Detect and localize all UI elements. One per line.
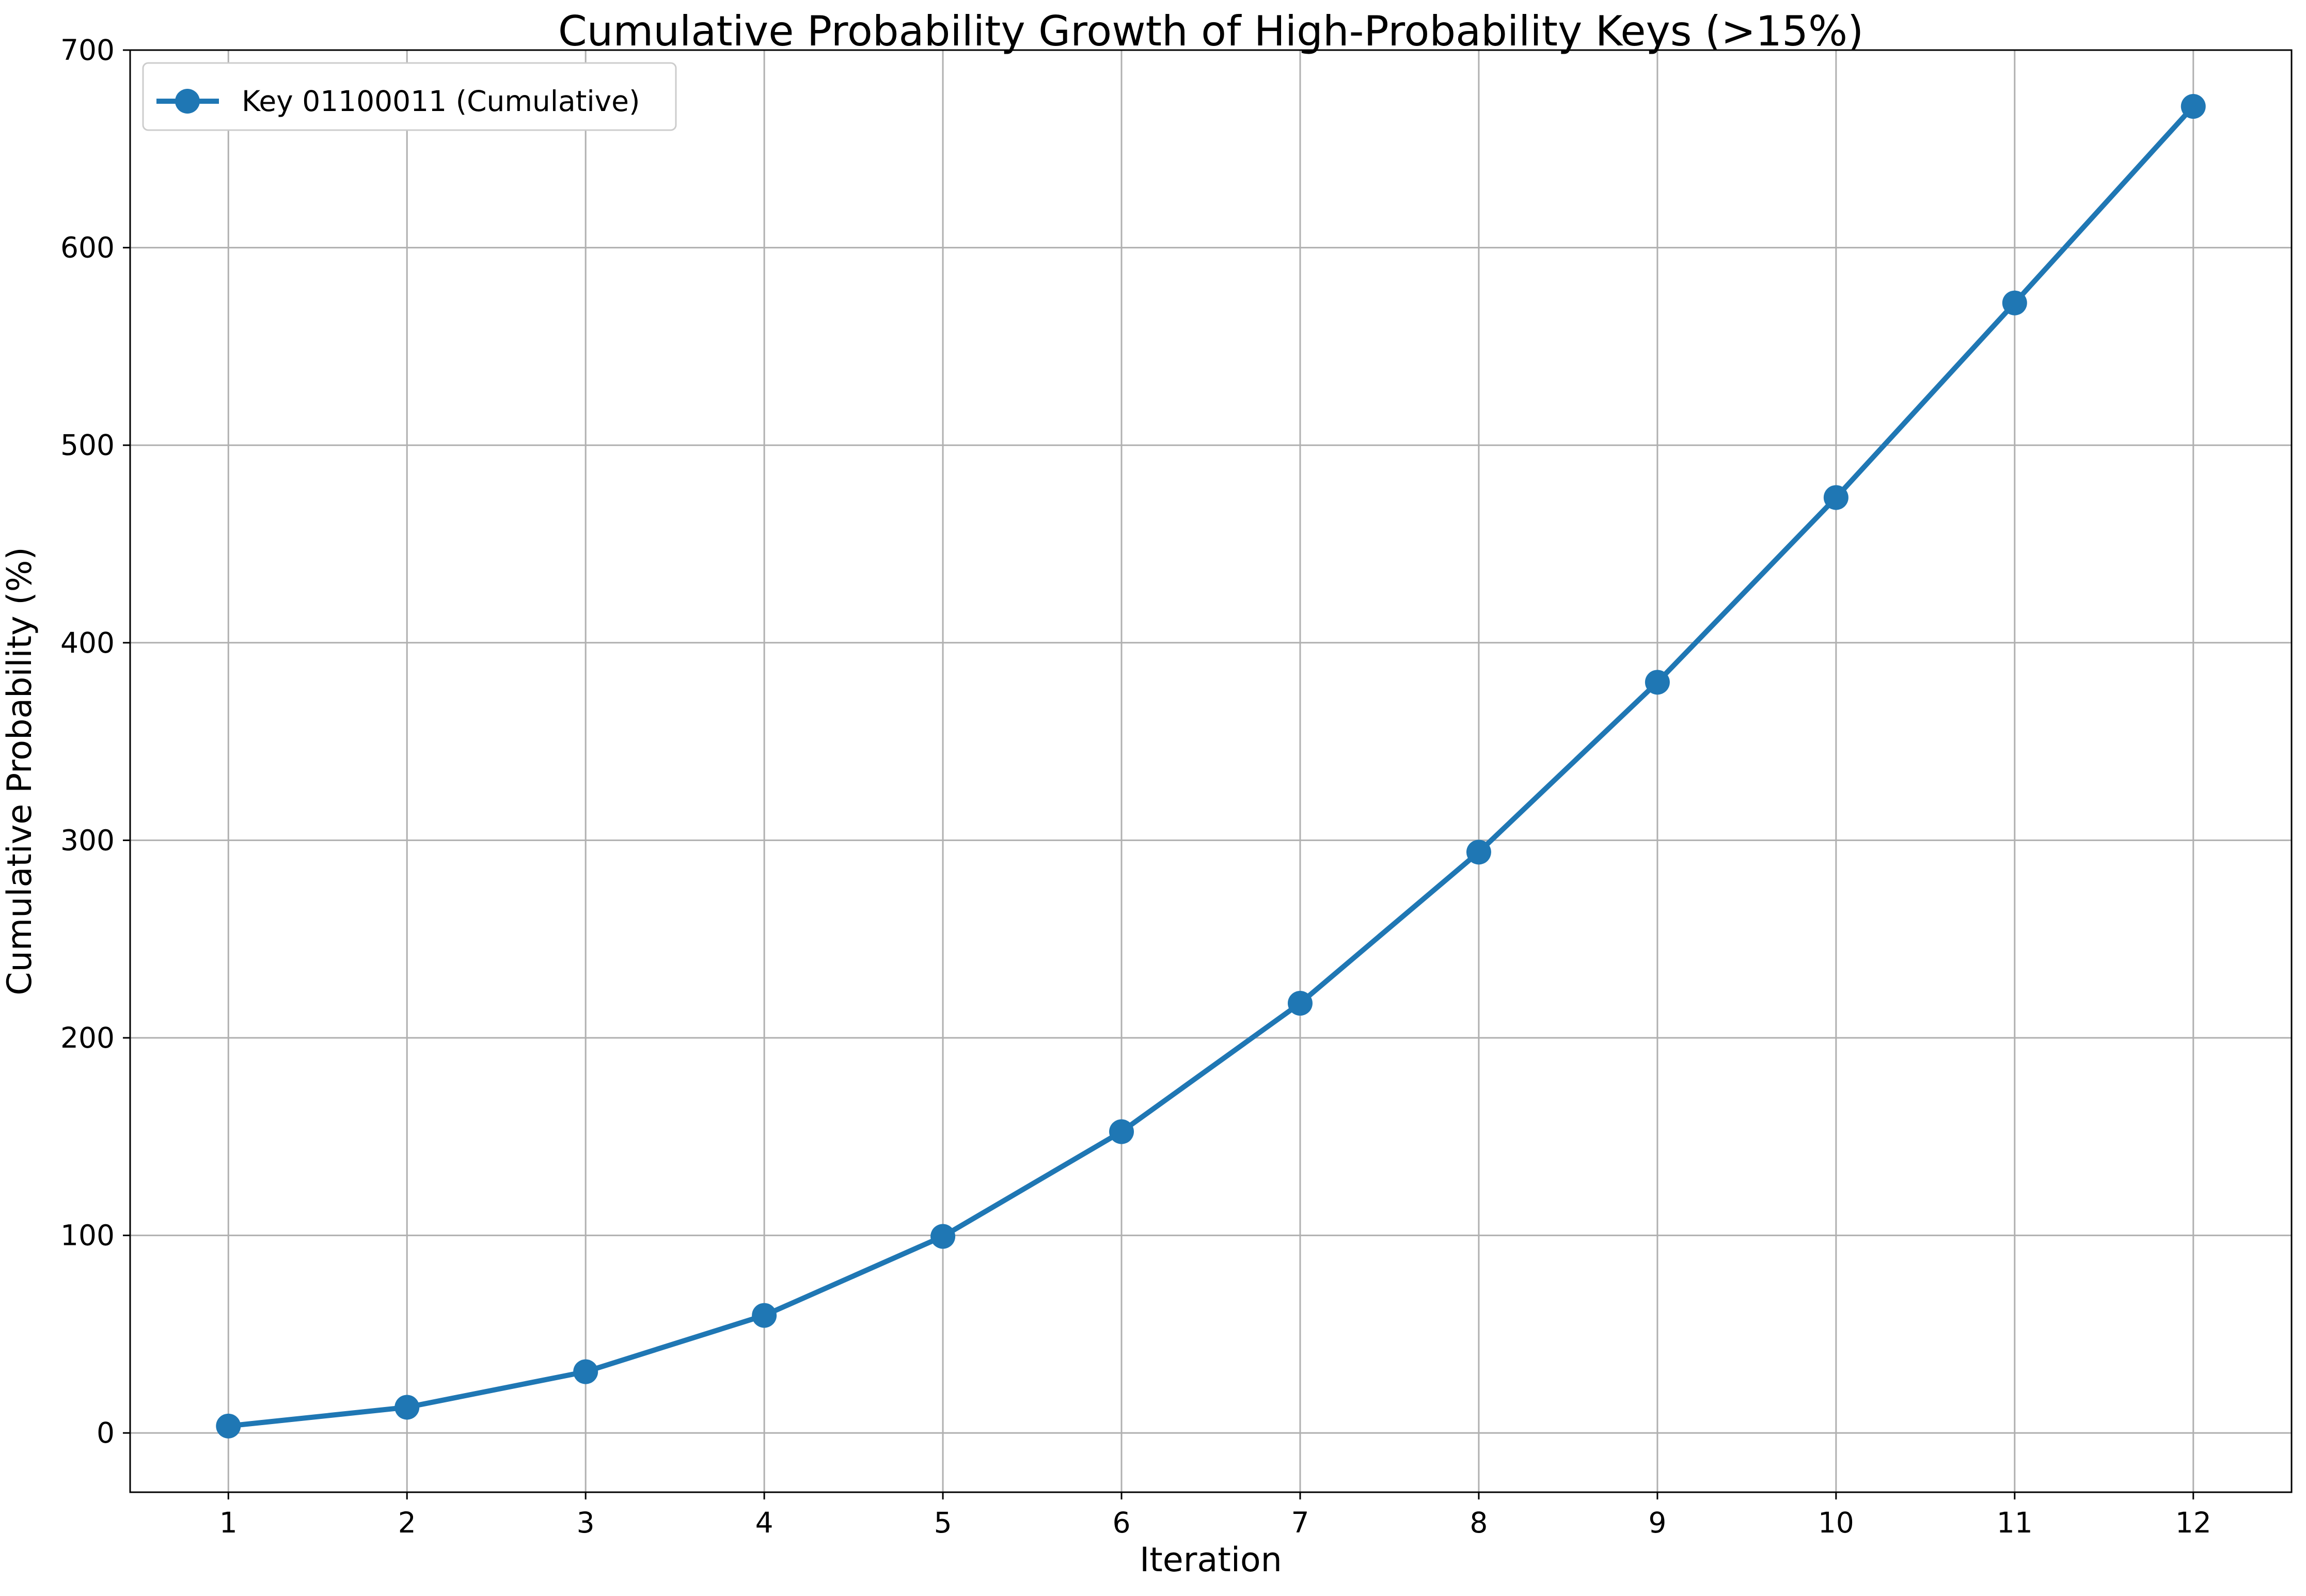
x-tick-label: 2 xyxy=(398,1506,416,1539)
legend: Key 01100011 (Cumulative) xyxy=(142,62,677,131)
data-point xyxy=(573,1359,598,1384)
y-tick-label: 700 xyxy=(60,34,115,67)
x-tick-label: 7 xyxy=(1291,1506,1309,1539)
x-tick-label: 12 xyxy=(2175,1506,2212,1539)
chart-title: Cumulative Probability Growth of High-Pr… xyxy=(558,7,1863,55)
y-tick-label: 100 xyxy=(60,1219,115,1252)
y-tick-label: 200 xyxy=(60,1021,115,1054)
data-point xyxy=(2002,290,2027,315)
x-tick-label: 8 xyxy=(1470,1506,1488,1539)
y-tick-label: 500 xyxy=(60,429,115,462)
series-line xyxy=(226,104,2196,1429)
x-axis-label: Iteration xyxy=(1140,1541,1282,1579)
x-tick-label: 9 xyxy=(1648,1506,1666,1539)
y-tick-label: 600 xyxy=(60,231,115,264)
y-axis-label: Cumulative Probability (%) xyxy=(1,547,39,995)
series-layer xyxy=(216,94,2206,1439)
plot-frame xyxy=(129,49,2293,1493)
data-point xyxy=(2181,94,2206,119)
data-point xyxy=(1287,991,1313,1016)
y-tick-label: 300 xyxy=(60,824,115,857)
legend-box xyxy=(142,62,677,131)
x-tick-label: 11 xyxy=(1997,1506,2033,1539)
grid xyxy=(130,49,2292,1492)
data-point xyxy=(752,1303,777,1328)
x-tick-label: 3 xyxy=(577,1506,595,1539)
x-tick-label: 1 xyxy=(219,1506,238,1539)
x-tick-label: 6 xyxy=(1113,1506,1131,1539)
y-tick-label: 400 xyxy=(60,626,115,659)
legend-entry-label: Key 01100011 (Cumulative) xyxy=(242,85,640,118)
data-point xyxy=(216,1413,241,1439)
x-tick-label: 5 xyxy=(934,1506,952,1539)
x-tick-label: 10 xyxy=(1818,1506,1854,1539)
data-point xyxy=(1466,840,1491,865)
y-tick-label: 0 xyxy=(97,1416,115,1449)
legend-marker-swatch xyxy=(175,89,200,114)
data-point xyxy=(930,1224,956,1249)
data-point xyxy=(1109,1119,1134,1144)
data-point xyxy=(1645,670,1670,695)
data-point xyxy=(394,1395,420,1420)
x-tick-label: 4 xyxy=(755,1506,773,1539)
data-point xyxy=(1823,485,1849,510)
